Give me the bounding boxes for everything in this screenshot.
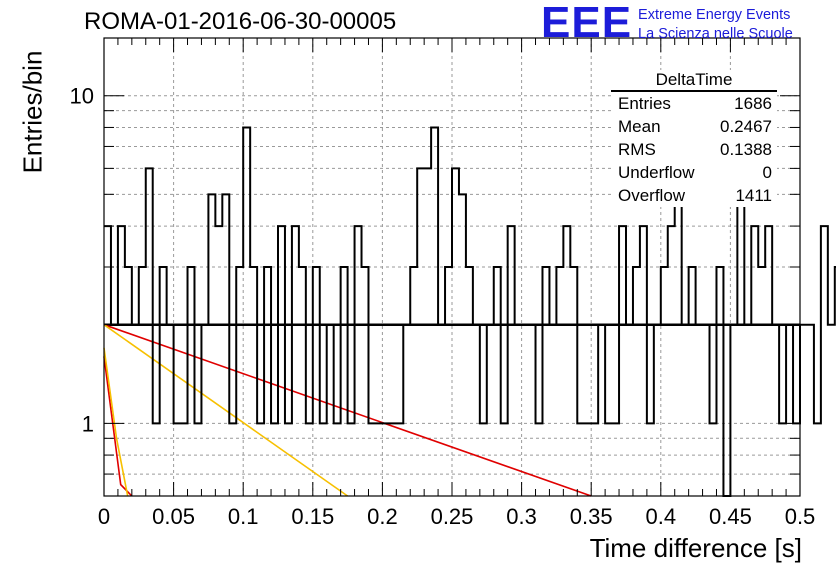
x-tick-label: 0.5 [785, 504, 816, 529]
eee-logo: EEE Extreme Energy Events La Scienza nel… [541, 0, 793, 47]
x-tick-label: 0.45 [709, 504, 752, 529]
stats-row-overflow: Overflow 1411 [611, 184, 777, 207]
stats-label: Overflow [618, 186, 686, 205]
brand-line-1: Extreme Energy Events [638, 7, 791, 23]
x-tick-label: 0.2 [367, 504, 398, 529]
stats-title: DeltaTime [611, 70, 777, 92]
histogram [104, 126, 836, 497]
plot-title: ROMA-01-2016-06-30-00005 [84, 8, 397, 35]
x-axis-label: Time difference [s] [589, 533, 802, 563]
stats-value: 0.2467 [720, 117, 772, 136]
stats-row-rms: RMS 0.1388 [611, 138, 777, 161]
stats-row-entries: Entries 1686 [611, 92, 777, 115]
axes [103, 37, 801, 497]
stats-value: 0.1388 [720, 140, 772, 159]
eee-logo-mark: EEE [541, 0, 633, 47]
stats-box: DeltaTime Entries 1686 Mean 0.2467 RMS 0… [611, 70, 777, 207]
fit-curve [103, 356, 133, 497]
stats-label: RMS [618, 140, 656, 159]
brand-line-2: La Scienza nelle Scuole [638, 26, 793, 42]
x-tick-label: 0 [98, 504, 110, 529]
y-tick-label: 10 [70, 84, 94, 109]
stats-label: Underflow [618, 163, 695, 182]
stats-row-underflow: Underflow 0 [611, 161, 777, 184]
x-tick-label: 0.25 [431, 504, 474, 529]
x-tick-label: 0.35 [570, 504, 613, 529]
stats-label: Entries [618, 94, 671, 113]
y-tick-label: 1 [82, 411, 94, 436]
x-tick-label: 0.15 [291, 504, 334, 529]
stats-value: 1411 [735, 186, 772, 205]
grid-lines [104, 38, 800, 497]
x-tick-label: 0.1 [228, 504, 259, 529]
x-tick-label: 0.05 [152, 504, 195, 529]
eee-logo-text: Extreme Energy Events La Scienza nelle S… [638, 6, 793, 44]
x-tick-label: 0.4 [646, 504, 677, 529]
fit-curve [103, 324, 349, 497]
histogram-bars [104, 126, 836, 497]
stats-value: 1686 [734, 94, 772, 113]
stats-label: Mean [618, 117, 661, 136]
tick-labels: 0 0.05 0.1 0.15 0.2 0.25 0.3 0.35 0.4 0.45 0.5 1 10 [70, 84, 816, 529]
y-axis-label: Entries/bin [17, 50, 48, 174]
stats-row-mean: Mean 0.2467 [611, 115, 777, 138]
stats-value: 0 [762, 163, 772, 182]
fit-curve [103, 347, 129, 497]
x-tick-label: 0.3 [506, 504, 537, 529]
